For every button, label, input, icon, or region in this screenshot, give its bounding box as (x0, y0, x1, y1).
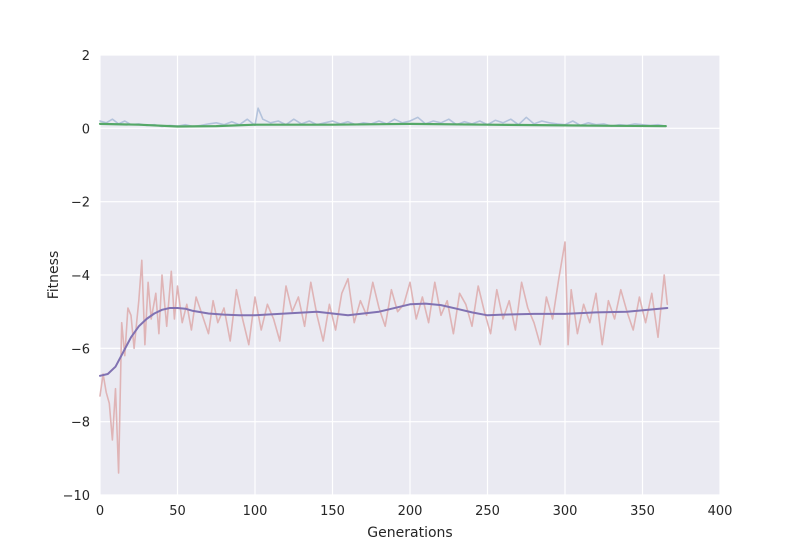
x-tick-label: 250 (475, 504, 500, 519)
y-tick-label: −6 (71, 342, 90, 357)
y-tick-label: −8 (71, 416, 90, 431)
x-tick-label: 0 (96, 504, 104, 519)
grid (99, 54, 721, 496)
y-tick-label: 2 (82, 49, 90, 64)
x-tick-label: 150 (320, 504, 345, 519)
x-tick-labels: 0 50 100 150 200 250 300 350 400 (96, 504, 733, 519)
y-tick-label: −10 (63, 489, 90, 504)
y-tick-label: 0 (82, 122, 90, 137)
series-group (98, 107, 669, 474)
y-tick-label: −4 (71, 269, 90, 284)
x-tick-label: 100 (243, 504, 268, 519)
x-tick-label: 200 (398, 504, 423, 519)
series-line-smooth-bottom (99, 302, 669, 377)
x-axis-label: Generations (367, 525, 452, 541)
x-tick-label: 400 (708, 504, 733, 519)
series-line-raw-bottom (99, 241, 669, 474)
series-line-smooth-top (98, 122, 667, 128)
y-tick-label: −2 (71, 196, 90, 211)
y-tick-labels: −10 −8 −6 −4 −2 0 2 (63, 49, 90, 504)
y-axis-label: Fitness (46, 251, 62, 300)
x-tick-label: 50 (169, 504, 186, 519)
x-tick-label: 350 (630, 504, 655, 519)
x-tick-label: 300 (553, 504, 578, 519)
